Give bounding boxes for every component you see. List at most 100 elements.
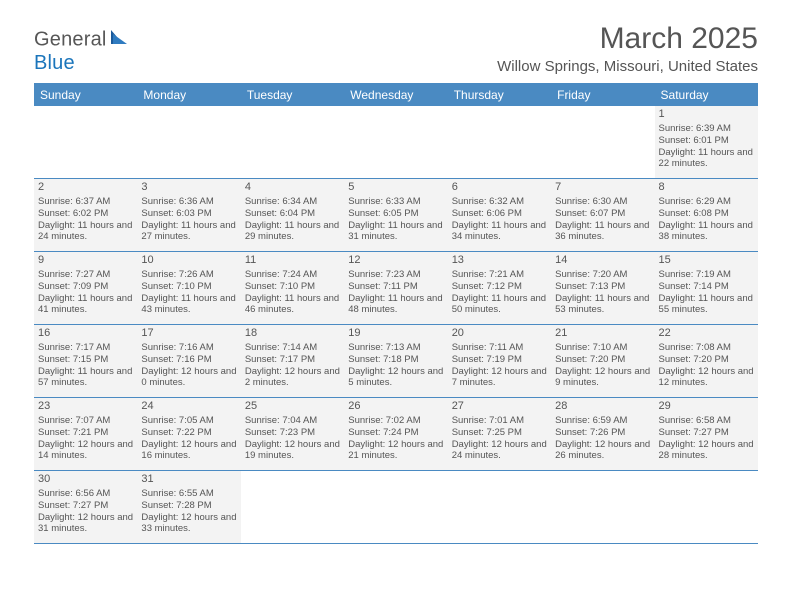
sunset-text: Sunset: 7:28 PM [141, 500, 236, 512]
dow-wednesday: Wednesday [344, 84, 447, 106]
day-cell: 11Sunrise: 7:24 AMSunset: 7:10 PMDayligh… [241, 252, 344, 324]
day-number: 28 [555, 400, 650, 414]
day-cell: 2Sunrise: 6:37 AMSunset: 6:02 PMDaylight… [34, 179, 137, 251]
day-cell: 25Sunrise: 7:04 AMSunset: 7:23 PMDayligh… [241, 398, 344, 470]
day-number: 16 [38, 327, 133, 341]
sunrise-text: Sunrise: 7:27 AM [38, 269, 133, 281]
day-cell: 21Sunrise: 7:10 AMSunset: 7:20 PMDayligh… [551, 325, 654, 397]
sunset-text: Sunset: 6:04 PM [245, 208, 340, 220]
daylight-text: Daylight: 12 hours and 33 minutes. [141, 512, 236, 536]
daylight-text: Daylight: 12 hours and 16 minutes. [141, 439, 236, 463]
day-number: 17 [141, 327, 236, 341]
day-cell [551, 471, 654, 543]
sunrise-text: Sunrise: 7:14 AM [245, 342, 340, 354]
daylight-text: Daylight: 12 hours and 9 minutes. [555, 366, 650, 390]
daylight-text: Daylight: 11 hours and 48 minutes. [348, 293, 443, 317]
sunset-text: Sunset: 6:07 PM [555, 208, 650, 220]
day-cell: 17Sunrise: 7:16 AMSunset: 7:16 PMDayligh… [137, 325, 240, 397]
daylight-text: Daylight: 12 hours and 21 minutes. [348, 439, 443, 463]
dow-tuesday: Tuesday [241, 84, 344, 106]
sunset-text: Sunset: 7:10 PM [245, 281, 340, 293]
day-number: 3 [141, 181, 236, 195]
sunrise-text: Sunrise: 6:30 AM [555, 196, 650, 208]
day-number: 24 [141, 400, 236, 414]
sunset-text: Sunset: 7:26 PM [555, 427, 650, 439]
day-cell [655, 471, 758, 543]
sunrise-text: Sunrise: 7:05 AM [141, 415, 236, 427]
day-cell: 26Sunrise: 7:02 AMSunset: 7:24 PMDayligh… [344, 398, 447, 470]
sunset-text: Sunset: 7:15 PM [38, 354, 133, 366]
day-number: 8 [659, 181, 754, 195]
day-number: 29 [659, 400, 754, 414]
daylight-text: Daylight: 11 hours and 27 minutes. [141, 220, 236, 244]
day-cell: 1Sunrise: 6:39 AMSunset: 6:01 PMDaylight… [655, 106, 758, 178]
sunrise-text: Sunrise: 6:39 AM [659, 123, 754, 135]
daylight-text: Daylight: 12 hours and 28 minutes. [659, 439, 754, 463]
day-cell: 29Sunrise: 6:58 AMSunset: 7:27 PMDayligh… [655, 398, 758, 470]
calendar: Sunday Monday Tuesday Wednesday Thursday… [34, 83, 758, 544]
dow-sunday: Sunday [34, 84, 137, 106]
day-number: 13 [452, 254, 547, 268]
page: GeneralBlue March 2025 Willow Springs, M… [0, 0, 792, 566]
day-cell: 16Sunrise: 7:17 AMSunset: 7:15 PMDayligh… [34, 325, 137, 397]
sunset-text: Sunset: 6:01 PM [659, 135, 754, 147]
day-cell: 14Sunrise: 7:20 AMSunset: 7:13 PMDayligh… [551, 252, 654, 324]
day-number: 12 [348, 254, 443, 268]
logo-part-1: Genera [34, 28, 102, 50]
daylight-text: Daylight: 12 hours and 26 minutes. [555, 439, 650, 463]
day-number: 14 [555, 254, 650, 268]
day-cell: 27Sunrise: 7:01 AMSunset: 7:25 PMDayligh… [448, 398, 551, 470]
day-cell: 15Sunrise: 7:19 AMSunset: 7:14 PMDayligh… [655, 252, 758, 324]
day-number: 31 [141, 473, 236, 487]
sunrise-text: Sunrise: 7:11 AM [452, 342, 547, 354]
week-row: 16Sunrise: 7:17 AMSunset: 7:15 PMDayligh… [34, 325, 758, 398]
sunrise-text: Sunrise: 7:19 AM [659, 269, 754, 281]
sunset-text: Sunset: 7:24 PM [348, 427, 443, 439]
daylight-text: Daylight: 11 hours and 34 minutes. [452, 220, 547, 244]
sunrise-text: Sunrise: 6:32 AM [452, 196, 547, 208]
sunset-text: Sunset: 7:12 PM [452, 281, 547, 293]
sunset-text: Sunset: 7:14 PM [659, 281, 754, 293]
day-number: 6 [452, 181, 547, 195]
week-row: 30Sunrise: 6:56 AMSunset: 7:27 PMDayligh… [34, 471, 758, 544]
sunset-text: Sunset: 7:20 PM [659, 354, 754, 366]
day-cell [137, 106, 240, 178]
daylight-text: Daylight: 11 hours and 22 minutes. [659, 147, 754, 171]
logo-part-2: l [102, 28, 107, 50]
day-number: 23 [38, 400, 133, 414]
daylight-text: Daylight: 12 hours and 7 minutes. [452, 366, 547, 390]
sunset-text: Sunset: 7:17 PM [245, 354, 340, 366]
daylight-text: Daylight: 12 hours and 0 minutes. [141, 366, 236, 390]
sunrise-text: Sunrise: 7:26 AM [141, 269, 236, 281]
day-number: 21 [555, 327, 650, 341]
day-cell [34, 106, 137, 178]
sunset-text: Sunset: 7:22 PM [141, 427, 236, 439]
day-cell: 31Sunrise: 6:55 AMSunset: 7:28 PMDayligh… [137, 471, 240, 543]
sunrise-text: Sunrise: 6:58 AM [659, 415, 754, 427]
day-cell: 23Sunrise: 7:07 AMSunset: 7:21 PMDayligh… [34, 398, 137, 470]
sunset-text: Sunset: 7:11 PM [348, 281, 443, 293]
sunset-text: Sunset: 7:09 PM [38, 281, 133, 293]
day-cell: 18Sunrise: 7:14 AMSunset: 7:17 PMDayligh… [241, 325, 344, 397]
day-number: 2 [38, 181, 133, 195]
sunrise-text: Sunrise: 7:10 AM [555, 342, 650, 354]
daylight-text: Daylight: 11 hours and 41 minutes. [38, 293, 133, 317]
logo-text: GeneralBlue [34, 28, 131, 75]
sunrise-text: Sunrise: 6:34 AM [245, 196, 340, 208]
day-cell: 24Sunrise: 7:05 AMSunset: 7:22 PMDayligh… [137, 398, 240, 470]
sunrise-text: Sunrise: 7:01 AM [452, 415, 547, 427]
day-cell: 4Sunrise: 6:34 AMSunset: 6:04 PMDaylight… [241, 179, 344, 251]
sunrise-text: Sunrise: 7:17 AM [38, 342, 133, 354]
daylight-text: Daylight: 11 hours and 29 minutes. [245, 220, 340, 244]
day-cell: 20Sunrise: 7:11 AMSunset: 7:19 PMDayligh… [448, 325, 551, 397]
daylight-text: Daylight: 12 hours and 31 minutes. [38, 512, 133, 536]
daylight-text: Daylight: 11 hours and 43 minutes. [141, 293, 236, 317]
day-cell [448, 106, 551, 178]
sunset-text: Sunset: 7:13 PM [555, 281, 650, 293]
daylight-text: Daylight: 12 hours and 24 minutes. [452, 439, 547, 463]
sunset-text: Sunset: 7:18 PM [348, 354, 443, 366]
day-cell: 3Sunrise: 6:36 AMSunset: 6:03 PMDaylight… [137, 179, 240, 251]
day-cell [448, 471, 551, 543]
day-number: 20 [452, 327, 547, 341]
daylight-text: Daylight: 11 hours and 57 minutes. [38, 366, 133, 390]
